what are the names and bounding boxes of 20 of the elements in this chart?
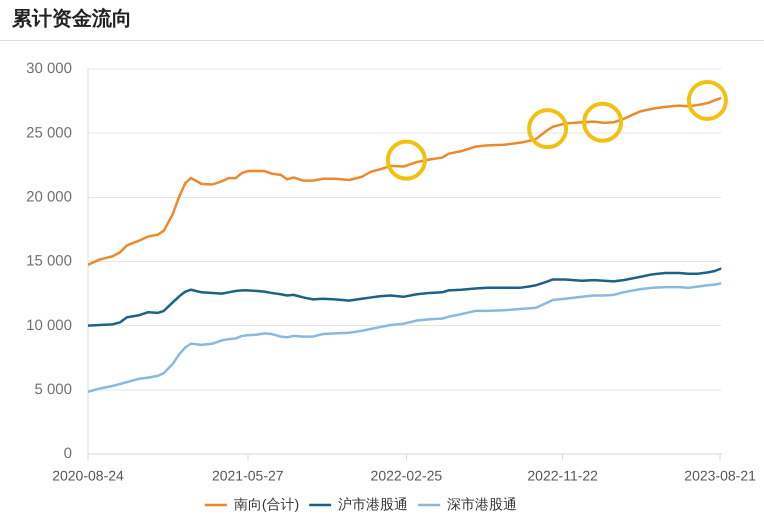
point [386,140,427,181]
legend-label: 南向(合计) [234,496,300,512]
y-tick-label: 10 000 [26,316,72,334]
x-tick-label: 2021-05-27 [212,467,284,484]
x-tick-label: 2020-08-24 [52,467,124,484]
x-tick-label: 2023-08-21 [684,467,756,484]
y-tick-label: 20 000 [26,188,72,206]
legend-label: 沪市港股通 [338,496,408,512]
x-tick-label: 2022-11-22 [527,467,598,484]
point [527,108,568,150]
point [686,80,728,121]
y-tick-label: 0 [64,445,72,462]
y-tick-label: 15 000 [26,252,72,270]
chart-title: 累计资金流向 [12,7,132,31]
y-tick-label: 30 000 [26,60,72,78]
legend-label: 深市港股通 [447,496,518,512]
y-tick-label: 25 000 [26,124,72,142]
point [582,102,624,143]
x-tick-label: 2022-02-25 [370,467,442,484]
y-tick-label: 5 000 [34,380,72,398]
